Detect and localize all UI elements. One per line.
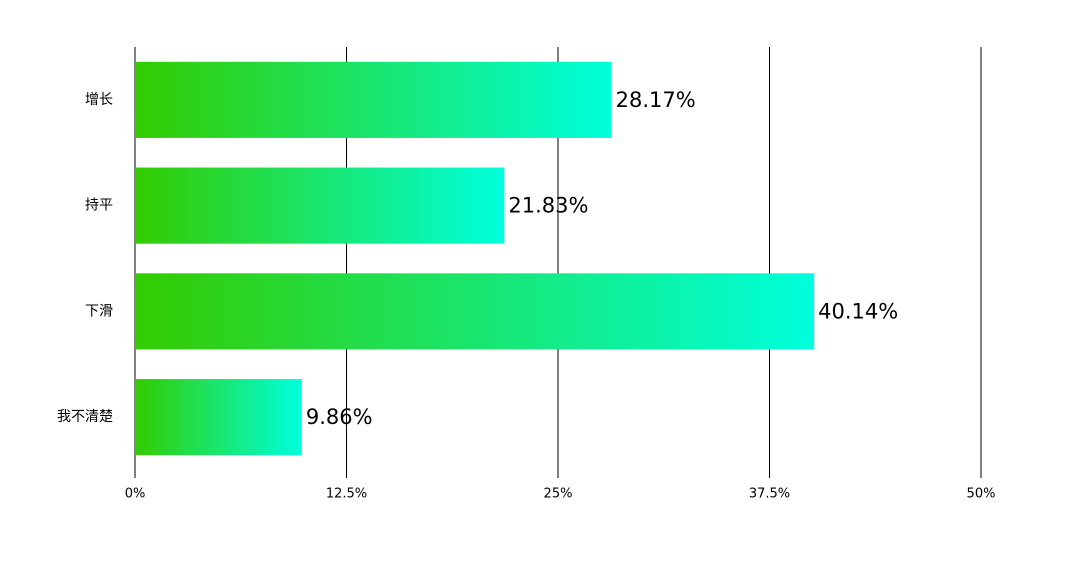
y-tick-label: 增长 [85, 92, 113, 108]
value-label: 28.17% [616, 88, 696, 112]
y-tick-label: 持平 [85, 198, 113, 214]
bar [135, 61, 612, 138]
bar [135, 379, 302, 456]
value-label: 21.83% [508, 194, 588, 218]
value-label: 9.86% [306, 405, 373, 429]
x-tick-label: 12.5% [326, 487, 367, 502]
x-tick-label: 25% [544, 487, 573, 502]
y-tick-label: 下滑 [85, 302, 113, 319]
bar [135, 167, 505, 244]
x-tick-label: 50% [967, 487, 996, 502]
value-label: 40.14% [818, 299, 898, 323]
bar [135, 273, 815, 350]
y-tick-label: 我不清楚 [57, 409, 113, 425]
x-tick-label: 0% [125, 487, 146, 502]
x-tick-label: 37.5% [749, 487, 790, 502]
